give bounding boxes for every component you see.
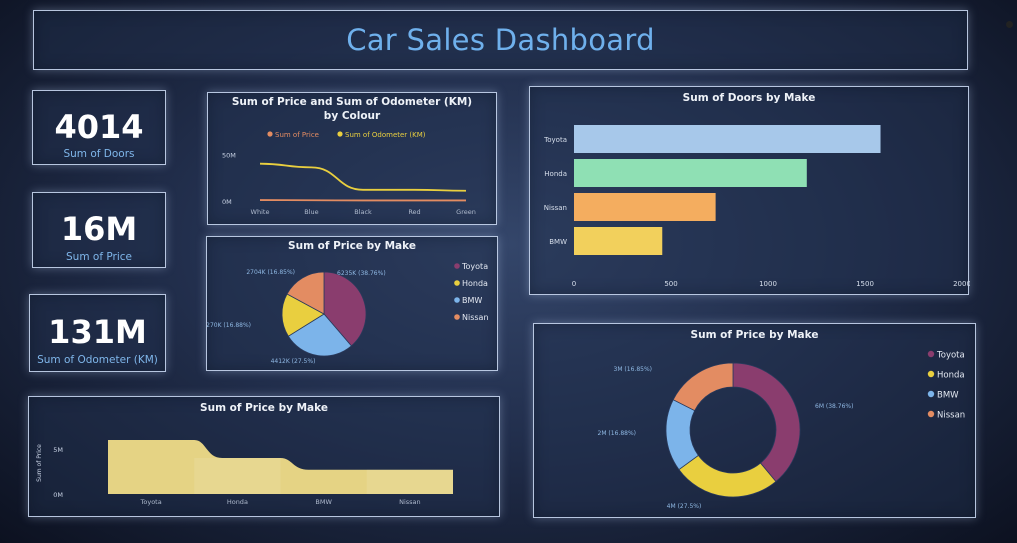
column-shade — [366, 469, 453, 494]
y-tick-label: 0M — [222, 198, 232, 206]
x-tick-label: 2000 — [953, 280, 970, 288]
kpi-card-price[interactable]: 16M Sum of Price — [32, 192, 166, 268]
legend-label: Honda — [462, 279, 488, 288]
x-tick-label: BMW — [315, 498, 332, 506]
x-tick-label: White — [251, 208, 270, 216]
kpi-label: Sum of Doors — [63, 148, 135, 160]
x-tick-label: 1500 — [856, 280, 874, 288]
slice-honda — [678, 454, 777, 498]
data-label: 270K (16.88%) — [207, 322, 251, 329]
legend-marker — [454, 297, 460, 303]
legend-marker — [927, 390, 935, 398]
chart-title: Sum of Price by Make — [690, 329, 819, 341]
legend-marker — [454, 314, 460, 320]
column-shade — [194, 458, 281, 494]
legend-marker — [927, 350, 935, 358]
bar-bmw — [574, 227, 663, 255]
kpi-card-odometer[interactable]: 131M Sum of Odometer (KM) — [29, 294, 166, 372]
legend-label: Toyota — [461, 262, 488, 271]
area-fill — [108, 440, 453, 494]
y-tick-label: Nissan — [544, 204, 567, 212]
y-tick-label: Toyota — [543, 136, 567, 144]
line-chart-panel[interactable]: Sum of Price and Sum of Odometer (KM) by… — [207, 92, 497, 225]
x-tick-label: Honda — [227, 498, 248, 506]
x-tick-label: 0 — [572, 280, 576, 288]
kpi-label: Sum of Price — [66, 251, 132, 263]
y-tick-label: 5M — [53, 446, 63, 454]
legend-marker — [927, 370, 935, 378]
data-label: 2M (16.88%) — [598, 430, 636, 437]
x-tick-label: Nissan — [399, 498, 421, 506]
kpi-card-doors[interactable]: 4014 Sum of Doors — [32, 90, 166, 165]
slice-toyota — [732, 362, 801, 483]
y-tick-label: 0M — [53, 491, 63, 499]
legend-marker — [337, 131, 343, 137]
y-axis-label: Sum of Price — [36, 444, 43, 482]
kpi-value: 16M — [60, 210, 138, 248]
legend-label: Nissan — [937, 411, 965, 421]
pie-chart-panel[interactable]: Sum of Price by Make 6235K (38.76%) 4412K… — [206, 236, 498, 371]
kpi-value: 131M — [48, 313, 147, 351]
legend-label: BMW — [462, 296, 482, 305]
legend-label: Sum of Odometer (KM) — [345, 131, 426, 139]
dashboard-title: Car Sales Dashboard — [346, 23, 655, 57]
chart-title: Sum of Price by Make — [200, 402, 328, 414]
chart-title: Sum of Price by Make — [288, 240, 416, 252]
data-label: 4412K (27.5%) — [271, 358, 316, 365]
legend-marker — [454, 280, 460, 286]
data-label: 6235K (38.76%) — [337, 270, 386, 277]
x-tick-label: Black — [354, 208, 372, 216]
x-tick-label: Red — [408, 208, 420, 216]
legend-label: Honda — [937, 371, 965, 381]
legend-marker — [927, 410, 935, 418]
slice-bmw — [287, 313, 352, 357]
chart-title: Sum of Doors by Make — [682, 92, 816, 104]
kpi-value: 4014 — [54, 108, 144, 146]
title-panel: Car Sales Dashboard — [33, 10, 968, 70]
slice-nissan — [672, 362, 734, 412]
data-label: 4M (27.5%) — [667, 503, 702, 510]
x-tick-label: Green — [456, 208, 476, 216]
y-tick-label: Honda — [544, 170, 567, 178]
legend-label: Nissan — [462, 313, 489, 322]
kpi-label: Sum of Odometer (KM) — [37, 354, 158, 366]
slice-toyota — [323, 271, 367, 347]
bar-chart: Toyota Honda Nissan BMW 0 500 1000 1500 2000 — [543, 125, 970, 288]
y-tick-label: BMW — [549, 238, 567, 246]
area-chart: Toyota Honda BMW Nissan 0M 5M Sum of Price — [36, 440, 453, 506]
x-tick-label: 1000 — [759, 280, 777, 288]
data-label: 2704K (16.85%) — [246, 269, 295, 276]
donut-chart-panel[interactable]: Sum of Price by Make 6M (38.76%) 4M (27.5… — [533, 323, 976, 518]
slice-honda — [281, 293, 325, 337]
pie-chart: 6235K (38.76%) 4412K (27.5%) 270K (16.88%)… — [207, 262, 489, 365]
y-tick-label: 50M — [222, 151, 236, 159]
donut-chart: 6M (38.76%) 4M (27.5%) 2M (16.88%) 3M (16.8… — [598, 350, 966, 511]
chart-title: Sum of Price and Sum of Odometer (KM) by… — [231, 96, 473, 122]
legend-label: Toyota — [936, 351, 965, 361]
bar-honda — [574, 159, 807, 187]
legend-label: Sum of Price — [275, 131, 319, 139]
legend-marker — [267, 131, 273, 137]
bar-chart-panel[interactable]: Sum of Doors by Make Toyota Honda Nissan BM… — [529, 86, 970, 295]
bar-toyota — [574, 125, 881, 153]
slice-nissan — [286, 271, 325, 315]
data-label: 3M (16.85%) — [614, 366, 652, 373]
legend-label: BMW — [937, 391, 959, 401]
x-tick-label: 500 — [664, 280, 677, 288]
series-line — [259, 162, 467, 192]
data-label: 6M (38.76%) — [815, 403, 853, 410]
line-chart: Sum of Price Sum of Odometer (KM) 0M 50M Whi… — [222, 131, 476, 216]
area-chart-panel[interactable]: Sum of Price by Make Toyota Honda BMW Nissa… — [28, 396, 500, 517]
x-tick-label: Toyota — [140, 498, 162, 506]
legend-marker — [454, 263, 460, 269]
x-tick-label: Blue — [304, 208, 318, 216]
edge-marker — [1006, 21, 1013, 28]
bar-nissan — [574, 193, 716, 221]
